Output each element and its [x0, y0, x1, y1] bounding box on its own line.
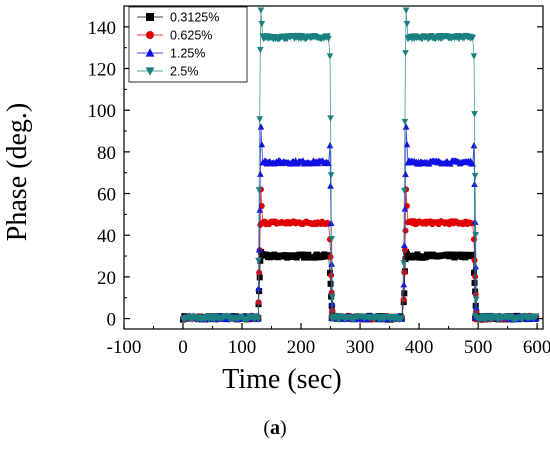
x-tick-label: 300: [346, 337, 375, 358]
x-tick-label: 600: [523, 337, 550, 358]
series-1: [180, 248, 540, 323]
data-point: [403, 140, 411, 148]
x-tick-label: 500: [464, 337, 493, 358]
x-tick-label: 0: [178, 337, 188, 358]
data-point: [403, 250, 410, 257]
data-point: [256, 274, 263, 281]
data-point: [402, 7, 410, 14]
y-tick-label: 100: [88, 101, 117, 122]
data-point: [258, 21, 266, 28]
data-point: [471, 111, 478, 118]
data-point: [327, 280, 334, 287]
y-tick-label: 120: [88, 60, 117, 81]
data-point: [470, 142, 478, 149]
data-point: [328, 235, 336, 243]
plot-frame: [123, 5, 544, 330]
series-line-3: [182, 126, 537, 321]
data-point: [327, 172, 335, 179]
legend-marker: [146, 31, 154, 39]
data-point: [258, 203, 265, 210]
y-tick-label: 40: [97, 226, 116, 247]
data-point: [257, 46, 264, 54]
data-point: [256, 206, 264, 213]
series-3: [179, 123, 540, 323]
legend-marker: [145, 67, 155, 76]
y-tick-label: 0: [107, 310, 117, 331]
series-line-1: [182, 251, 537, 321]
legend-label: 0.625%: [170, 29, 212, 43]
data-point: [326, 142, 334, 149]
data-point: [258, 140, 266, 148]
data-point: [255, 246, 263, 253]
data-point: [400, 296, 407, 303]
data-point: [255, 257, 262, 265]
data-point: [402, 50, 409, 57]
data-point: [401, 269, 408, 276]
data-point: [532, 313, 540, 320]
data-point: [471, 172, 479, 180]
legend-marker: [146, 13, 154, 21]
axes: -100 0 100 200 300 400 500 600 0 20 40 60 80 100 120 14…: [88, 5, 550, 358]
y-tick-label: 20: [97, 268, 116, 289]
data-point: [327, 182, 334, 189]
data-point: [327, 115, 334, 122]
data-point: [400, 281, 408, 288]
x-tick-label: 100: [228, 337, 257, 358]
x-tick-label: 400: [405, 337, 434, 358]
data-point: [469, 34, 476, 42]
data-point: [327, 253, 334, 260]
data-point: [403, 21, 411, 28]
data-point: [257, 170, 264, 177]
data-point: [325, 35, 332, 43]
series-2: [180, 186, 540, 323]
data-point: [255, 187, 263, 194]
data-point: [256, 116, 264, 123]
y-tick-label: 140: [88, 18, 117, 39]
figure-caption: (a): [263, 417, 286, 439]
data-point: [401, 205, 409, 212]
data-point: [401, 241, 408, 249]
y-tick-label: 80: [97, 143, 116, 164]
x-tick-label: 200: [287, 337, 316, 358]
data-point: [401, 290, 408, 297]
data-point: [329, 294, 336, 301]
legend-marker: [145, 48, 155, 57]
data-point: [257, 123, 265, 130]
data-point: [257, 7, 265, 14]
data-point: [326, 53, 334, 60]
data-point: [469, 251, 476, 258]
data-point: [401, 187, 408, 195]
data-point: [473, 296, 480, 303]
data-point: [401, 118, 409, 126]
data-point: [470, 269, 477, 276]
data-point: [470, 53, 478, 60]
x-axis-title: Time (sec): [222, 364, 342, 395]
legend-label: 1.25%: [170, 47, 205, 61]
legend: 0.3125% 0.625% 1.25% 2.5%: [128, 6, 248, 83]
data-point: [402, 170, 409, 177]
series-4: [179, 7, 540, 324]
data-point: [402, 227, 409, 234]
data-point: [398, 315, 406, 322]
legend-label: 0.3125%: [170, 11, 219, 25]
data-point: [325, 159, 332, 167]
data-point: [472, 232, 480, 239]
x-tick-label: -100: [107, 337, 142, 358]
data-point: [402, 123, 410, 130]
y-tick-label: 60: [97, 185, 116, 206]
y-axis-title: Phase (deg.): [2, 103, 33, 241]
plot-area: [179, 7, 540, 324]
legend-label: 2.5%: [170, 65, 199, 79]
data-point: [255, 316, 262, 323]
series-line-2: [182, 189, 537, 321]
data-point: [400, 260, 408, 267]
